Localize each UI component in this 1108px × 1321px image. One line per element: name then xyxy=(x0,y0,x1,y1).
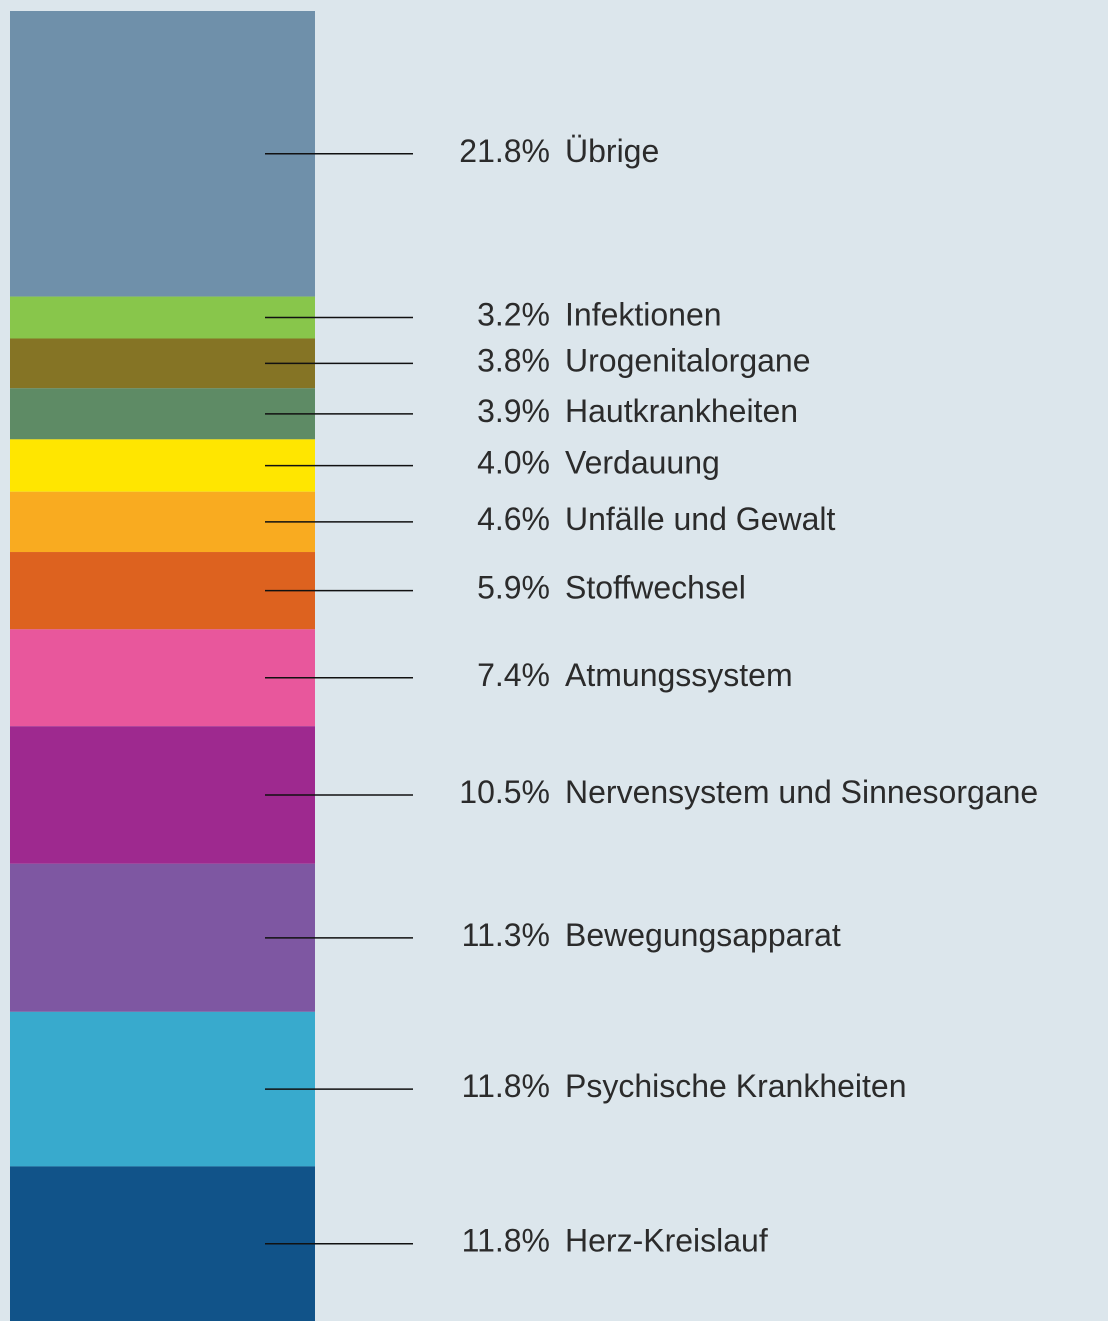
value-label: 4.0% xyxy=(477,445,550,481)
category-label: Nervensystem und Sinnesorgane xyxy=(565,774,1038,810)
category-label: Herz-Kreislauf xyxy=(565,1223,768,1259)
value-label: 11.8% xyxy=(462,1069,550,1105)
value-label: 10.5% xyxy=(459,774,550,810)
value-label: 4.6% xyxy=(477,501,550,537)
value-label: 11.3% xyxy=(462,917,550,953)
segment-label: 7.4% Atmungssystem xyxy=(477,657,793,693)
bar-segment xyxy=(10,552,315,630)
value-label: 3.8% xyxy=(477,343,550,379)
bar-segment xyxy=(10,388,315,440)
bar-segment xyxy=(10,491,315,553)
category-label: Stoffwechsel xyxy=(565,570,746,606)
bar-segment xyxy=(10,1011,315,1167)
segment-label: 11.3% Bewegungsapparat xyxy=(462,917,841,953)
category-label: Urogenitalorgane xyxy=(565,343,811,379)
bar-segment xyxy=(10,1166,315,1321)
category-label: Psychische Krankheiten xyxy=(565,1069,907,1105)
segment-label: 5.9% Stoffwechsel xyxy=(477,570,746,606)
category-label: Verdauung xyxy=(565,445,720,481)
segment-label: 11.8% Herz-Kreislauf xyxy=(462,1223,768,1259)
category-label: Hautkrankheiten xyxy=(565,393,798,429)
value-label: 7.4% xyxy=(477,657,550,693)
segment-label: 4.6% Unfälle und Gewalt xyxy=(477,501,835,537)
bar-segment xyxy=(10,11,315,297)
segment-label: 3.9% Hautkrankheiten xyxy=(477,393,798,429)
bar-segment xyxy=(10,439,315,492)
segment-label: 4.0% Verdauung xyxy=(477,445,720,481)
category-label: Bewegungsapparat xyxy=(565,917,841,953)
category-label: Unfälle und Gewalt xyxy=(565,501,835,537)
value-label: 3.9% xyxy=(477,393,550,429)
value-label: 5.9% xyxy=(477,570,550,606)
bar-segment xyxy=(10,338,315,389)
category-label: Übrige xyxy=(565,133,659,169)
bar-segment xyxy=(10,863,315,1012)
bar-segment xyxy=(10,296,315,339)
segment-label: 10.5% Nervensystem und Sinnesorgane xyxy=(459,774,1038,810)
value-label: 3.2% xyxy=(477,297,550,333)
bar-segment xyxy=(10,726,315,864)
category-label: Infektionen xyxy=(565,297,722,333)
bar-segment xyxy=(10,629,315,727)
value-label: 21.8% xyxy=(459,133,550,169)
segment-label: 21.8% Übrige xyxy=(459,133,659,169)
segment-label: 3.8% Urogenitalorgane xyxy=(477,343,810,379)
category-label: Atmungssystem xyxy=(565,657,793,693)
segment-label: 11.8% Psychische Krankheiten xyxy=(462,1069,907,1105)
value-label: 11.8% xyxy=(462,1223,550,1259)
segment-label: 3.2% Infektionen xyxy=(477,297,722,333)
